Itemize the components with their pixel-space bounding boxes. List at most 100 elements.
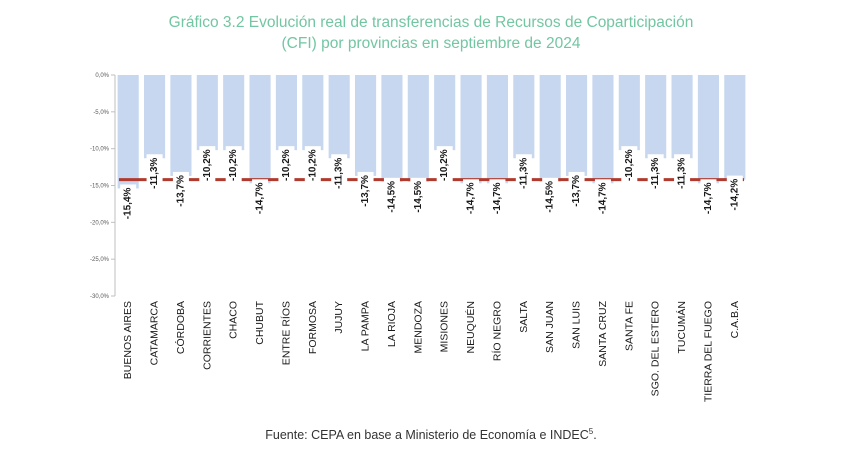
x-tick-label: MENDOZA xyxy=(412,301,424,354)
chart-source: Fuente: CEPA en base a Ministerio de Eco… xyxy=(0,427,862,442)
data-label-box xyxy=(383,177,400,216)
data-label-box xyxy=(252,179,269,218)
bar xyxy=(407,75,429,182)
y-tick-label: -20,0% xyxy=(90,220,110,226)
data-label: -10,2% xyxy=(228,149,239,181)
bar xyxy=(592,75,614,184)
x-tick-label: C.A.B.A xyxy=(729,301,741,338)
bar xyxy=(275,75,297,151)
data-label: -11,3% xyxy=(149,158,160,189)
source-suffix: . xyxy=(593,428,597,443)
data-label-box xyxy=(647,154,664,193)
x-tick-label: SALTA xyxy=(518,301,530,333)
data-label-box xyxy=(594,179,611,218)
data-label: -14,2% xyxy=(729,179,740,211)
data-label: -10,2% xyxy=(624,149,635,181)
data-label-box xyxy=(463,179,480,218)
data-label: -14,7% xyxy=(466,182,477,214)
bar xyxy=(671,75,693,159)
bar xyxy=(223,75,245,151)
data-label: -14,5% xyxy=(386,181,397,213)
data-label: -14,7% xyxy=(703,182,714,214)
data-label-box xyxy=(172,171,189,210)
bar xyxy=(513,75,535,159)
bar xyxy=(486,75,508,184)
data-label: -10,2% xyxy=(202,149,213,181)
data-label-box xyxy=(357,171,374,210)
data-label: -10,2% xyxy=(281,149,292,181)
x-tick-label: ENTRE RÍOS xyxy=(279,301,292,365)
bar xyxy=(196,75,218,151)
chart-title: Gráfico 3.2 Evolución real de transferen… xyxy=(0,12,862,54)
data-label-box xyxy=(542,177,559,216)
bar xyxy=(170,75,192,176)
y-tick-label: -10,0% xyxy=(90,147,110,153)
x-tick-label: CHUBUT xyxy=(254,300,266,344)
chart-title-line1: Gráfico 3.2 Evolución real de transferen… xyxy=(168,14,694,31)
x-tick-label: RÍO NEGRO xyxy=(490,301,503,361)
data-label: -14,7% xyxy=(492,182,503,214)
data-label-box xyxy=(726,175,743,214)
data-label: -11,3% xyxy=(677,158,688,189)
bar xyxy=(249,75,271,184)
x-tick-label: SAN JUAN xyxy=(544,301,556,353)
data-label-box xyxy=(621,146,638,185)
data-label: -13,7% xyxy=(360,175,371,207)
x-tick-label: SGO. DEL ESTERO xyxy=(650,301,662,396)
data-label: -10,2% xyxy=(307,149,318,181)
x-tick-label: BUENOS AIRES xyxy=(122,301,134,379)
bar xyxy=(566,75,588,176)
bar xyxy=(645,75,667,159)
data-label: -15,4% xyxy=(123,187,134,219)
x-tick-label: JUJUY xyxy=(333,301,345,334)
data-label-box xyxy=(410,177,427,216)
bar xyxy=(434,75,456,151)
data-label-box xyxy=(700,179,717,218)
data-label: -10,2% xyxy=(439,149,450,181)
data-label-box xyxy=(568,171,585,210)
x-tick-label: TUCUMÁN xyxy=(675,301,688,354)
bar xyxy=(618,75,640,151)
x-tick-label: TIERRA DEL FUEGO xyxy=(702,301,714,402)
data-label: -14,5% xyxy=(413,181,424,213)
x-tick-label: SANTA FE xyxy=(623,301,635,351)
bar xyxy=(302,75,324,151)
x-tick-label: NEUQUÉN xyxy=(464,301,477,354)
y-tick-label: -5,0% xyxy=(93,110,109,116)
bar xyxy=(355,75,377,176)
x-tick-label: CÓRDOBA xyxy=(174,301,187,354)
data-label-box xyxy=(199,146,216,185)
data-label: -14,7% xyxy=(597,182,608,214)
data-label: -11,3% xyxy=(518,158,529,189)
data-label: -11,3% xyxy=(334,158,345,189)
data-label: -14,7% xyxy=(255,182,266,214)
source-text: Fuente: CEPA en base a Ministerio de Eco… xyxy=(265,428,589,443)
x-tick-label: LA PAMPA xyxy=(360,301,372,351)
data-label-box xyxy=(489,179,506,218)
data-label-box xyxy=(331,154,348,193)
data-label: -13,7% xyxy=(571,175,582,207)
bar xyxy=(539,75,561,182)
source-footnote-mark: 5 xyxy=(588,427,594,436)
x-tick-label: FORMOSA xyxy=(307,301,319,354)
x-tick-label: SANTA CRUZ xyxy=(597,300,609,366)
data-label-box xyxy=(278,146,295,185)
y-tick-label: -30,0% xyxy=(90,294,110,300)
data-label: -11,3% xyxy=(650,158,661,189)
x-tick-label: CORRIENTES xyxy=(201,301,213,370)
data-label-box xyxy=(515,154,532,193)
chart-title-line2: (CFI) por provincias en septiembre de 20… xyxy=(281,35,581,52)
x-tick-label: CATAMARCA xyxy=(149,301,161,365)
data-label-box xyxy=(225,146,242,185)
bar xyxy=(144,75,166,159)
bar xyxy=(117,75,139,189)
bar xyxy=(697,75,719,184)
data-label: -13,7% xyxy=(175,175,186,207)
x-tick-label: SAN LUIS xyxy=(571,301,583,349)
data-label-box xyxy=(304,146,321,185)
bar xyxy=(328,75,350,159)
x-tick-label: CHACO xyxy=(228,301,240,339)
data-label-box xyxy=(120,184,137,223)
bar xyxy=(460,75,482,184)
